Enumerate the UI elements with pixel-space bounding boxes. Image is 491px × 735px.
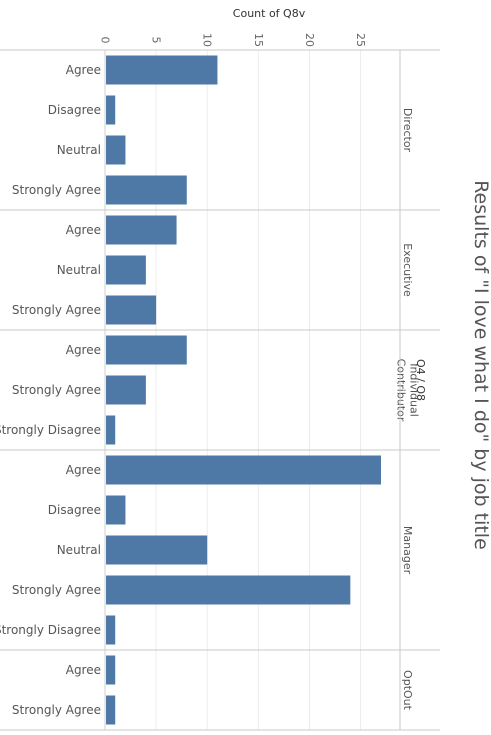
category-label: Strongly Disagree bbox=[0, 623, 101, 637]
category-label: Strongly Agree bbox=[12, 303, 101, 317]
category-label: Agree bbox=[66, 63, 101, 77]
bars bbox=[106, 55, 381, 725]
bar[interactable] bbox=[106, 415, 116, 445]
x-axis-title: Count of Q8v bbox=[233, 7, 306, 20]
group-label: IndividualContributor bbox=[395, 359, 421, 422]
category-label: Neutral bbox=[57, 143, 101, 157]
bar[interactable] bbox=[106, 255, 146, 285]
chart-title: Results of "I love what I do" by job tit… bbox=[470, 180, 491, 550]
grid bbox=[104, 50, 362, 730]
tick-label: 10 bbox=[201, 33, 214, 47]
category-label: Disagree bbox=[48, 103, 101, 117]
group-labels: Director Executive IndividualContributor Ma… bbox=[395, 108, 421, 711]
category-label: Strongly Agree bbox=[12, 183, 101, 197]
category-label: Strongly Agree bbox=[12, 583, 101, 597]
bar[interactable] bbox=[106, 295, 157, 325]
bar[interactable] bbox=[106, 495, 126, 525]
category-label: Agree bbox=[66, 463, 101, 477]
category-label: Agree bbox=[66, 663, 101, 677]
bar[interactable] bbox=[106, 695, 116, 725]
bar[interactable] bbox=[106, 95, 116, 125]
bar[interactable] bbox=[106, 335, 187, 365]
group-label: Executive bbox=[401, 243, 414, 297]
tick-label: 5 bbox=[150, 37, 163, 44]
category-label: Strongly Disagree bbox=[0, 423, 101, 437]
bar[interactable] bbox=[106, 135, 126, 165]
category-label: Neutral bbox=[57, 543, 101, 557]
category-label: Strongly Agree bbox=[12, 703, 101, 717]
bar[interactable] bbox=[106, 615, 116, 645]
bar[interactable] bbox=[106, 175, 187, 205]
category-label: Neutral bbox=[57, 263, 101, 277]
x-axis-ticks: 0 5 10 15 20 25 bbox=[99, 33, 368, 47]
category-label: Strongly Agree bbox=[12, 383, 101, 397]
category-label: Agree bbox=[66, 223, 101, 237]
bar[interactable] bbox=[106, 375, 146, 405]
bar[interactable] bbox=[106, 455, 381, 485]
bar[interactable] bbox=[106, 215, 177, 245]
facet-header: Q4 / Q8 bbox=[414, 359, 427, 401]
group-label: OptOut bbox=[401, 670, 414, 711]
group-label: Director bbox=[401, 108, 414, 153]
bar[interactable] bbox=[106, 535, 208, 565]
category-label: Disagree bbox=[48, 503, 101, 517]
group-label: Manager bbox=[401, 526, 414, 575]
tick-label: 0 bbox=[99, 37, 112, 44]
tick-label: 25 bbox=[354, 33, 367, 47]
category-label: Agree bbox=[66, 343, 101, 357]
divider-lines bbox=[0, 49, 440, 731]
tick-label: 15 bbox=[252, 33, 265, 47]
bar[interactable] bbox=[106, 655, 116, 685]
tick-label: 20 bbox=[303, 33, 316, 47]
bar[interactable] bbox=[106, 55, 218, 85]
row-labels: Agree Disagree Neutral Strongly Agree Agree N… bbox=[0, 63, 101, 717]
bar[interactable] bbox=[106, 575, 351, 605]
